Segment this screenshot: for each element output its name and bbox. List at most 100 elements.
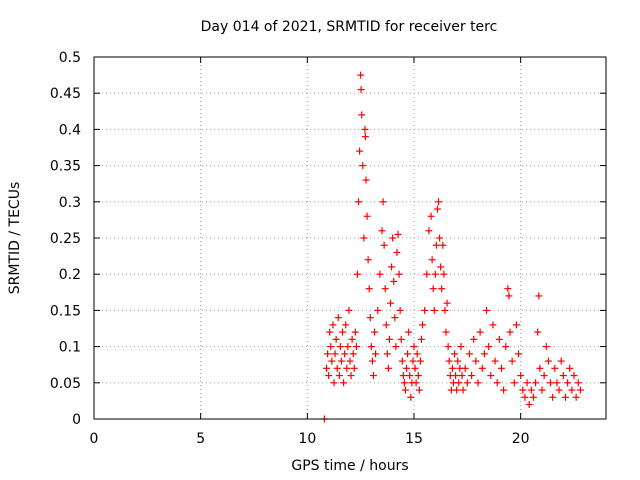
- data-point: [372, 350, 380, 358]
- data-point: [453, 386, 461, 394]
- data-point: [415, 386, 423, 394]
- data-point: [419, 321, 427, 329]
- data-point: [442, 328, 450, 336]
- data-point: [444, 343, 452, 351]
- data-point: [350, 364, 358, 372]
- x-tick-label: 5: [196, 431, 205, 447]
- data-point: [505, 292, 513, 300]
- data-point: [374, 306, 382, 314]
- data-point: [358, 111, 366, 119]
- data-point: [540, 372, 548, 380]
- data-point: [431, 270, 439, 278]
- data-point: [465, 350, 473, 358]
- data-point: [389, 234, 397, 242]
- data-point: [337, 357, 345, 365]
- x-tick-label: 15: [405, 431, 423, 447]
- data-point: [572, 393, 580, 401]
- data-point: [328, 357, 336, 365]
- data-point: [410, 343, 418, 351]
- y-tick-label: 0: [72, 412, 81, 428]
- data-point: [385, 335, 393, 343]
- data-point: [400, 379, 408, 387]
- data-point: [387, 299, 395, 307]
- data-point: [428, 256, 436, 264]
- data-point: [334, 314, 342, 322]
- data-point: [327, 343, 335, 351]
- data-point: [576, 386, 584, 394]
- data-point: [365, 285, 373, 293]
- data-point: [349, 350, 357, 358]
- data-point: [491, 357, 499, 365]
- data-point: [357, 86, 365, 94]
- data-point: [362, 176, 370, 184]
- chart-title: Day 014 of 2021, SRMTID for receiver ter…: [201, 19, 498, 35]
- data-point: [493, 379, 501, 387]
- data-point: [470, 335, 478, 343]
- data-point: [364, 256, 372, 264]
- data-point: [454, 357, 462, 365]
- data-point: [483, 306, 491, 314]
- data-point: [502, 343, 510, 351]
- data-point: [404, 350, 412, 358]
- data-point: [356, 147, 364, 155]
- data-point: [399, 372, 407, 380]
- data-point: [570, 372, 578, 380]
- data-point: [441, 306, 449, 314]
- data-point: [461, 364, 469, 372]
- x-tick-label: 20: [512, 431, 530, 447]
- data-point: [403, 364, 411, 372]
- data-point: [413, 350, 421, 358]
- data-point: [437, 263, 445, 271]
- data-point: [474, 379, 482, 387]
- data-point: [411, 364, 419, 372]
- data-point: [529, 393, 537, 401]
- y-axis-label: SRMTID / TECUs: [7, 182, 23, 295]
- data-point: [495, 335, 503, 343]
- data-point: [429, 285, 437, 293]
- data-point: [417, 335, 425, 343]
- data-point: [506, 328, 514, 336]
- data-point: [333, 364, 341, 372]
- data-point: [508, 357, 516, 365]
- data-point: [347, 372, 355, 380]
- x-tick-label: 10: [298, 431, 316, 447]
- data-point: [433, 205, 441, 213]
- data-point: [376, 270, 384, 278]
- data-point: [568, 386, 576, 394]
- data-point: [544, 357, 552, 365]
- data-point: [566, 364, 574, 372]
- data-point: [331, 350, 339, 358]
- data-point: [504, 285, 512, 293]
- data-point: [542, 343, 550, 351]
- axis-ticks: [93, 56, 606, 420]
- data-point: [396, 306, 404, 314]
- data-points: [320, 71, 584, 423]
- data-point: [382, 321, 390, 329]
- data-point: [535, 292, 543, 300]
- data-point: [397, 335, 405, 343]
- data-point: [451, 350, 459, 358]
- data-point: [443, 299, 451, 307]
- data-point: [458, 372, 466, 380]
- data-point: [549, 393, 557, 401]
- data-point: [346, 357, 354, 365]
- data-point: [381, 285, 389, 293]
- y-tick-label: 0.25: [50, 231, 81, 247]
- data-point: [363, 212, 371, 220]
- y-tick-label: 0.5: [59, 50, 81, 66]
- data-point: [564, 379, 572, 387]
- data-point: [439, 241, 447, 249]
- data-point: [405, 328, 413, 336]
- data-point: [341, 350, 349, 358]
- data-point: [512, 321, 520, 329]
- data-point: [425, 227, 433, 235]
- data-point: [406, 372, 414, 380]
- data-point: [463, 379, 471, 387]
- y-tick-label: 0.45: [50, 86, 81, 102]
- data-point: [394, 230, 402, 238]
- data-point: [445, 357, 453, 365]
- data-point: [342, 321, 350, 329]
- y-tick-label: 0.35: [50, 159, 81, 175]
- data-point: [414, 372, 422, 380]
